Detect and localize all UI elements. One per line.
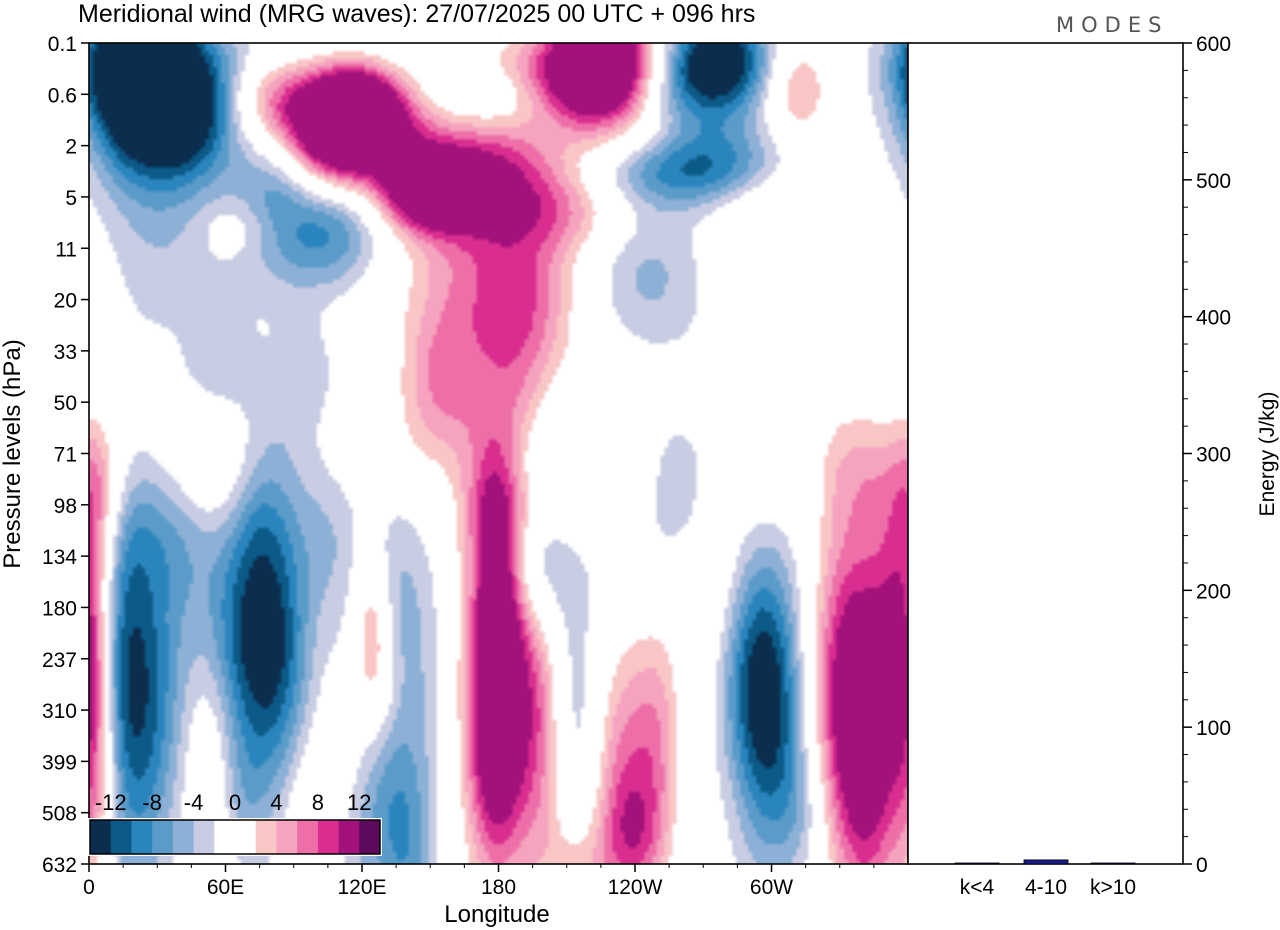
colorbar-swatch (255, 820, 277, 854)
pressure-tick-label: 33 (54, 341, 77, 364)
pressure-tick-label: 0.6 (48, 84, 77, 107)
colorbar-label: 0 (229, 790, 241, 815)
pressure-tick-label: 310 (42, 700, 77, 723)
pressure-tick-label: 399 (42, 751, 77, 774)
colorbar-label: 12 (347, 790, 371, 815)
pressure-tick-label: 98 (54, 495, 77, 518)
pressure-tick-label: 0.1 (48, 33, 77, 56)
colorbar: -12 -8 -4 0 4 8 12 (88, 790, 382, 856)
longitude-tick-label: 0 (83, 876, 95, 899)
colorbar-swatch (214, 820, 236, 854)
pressure-axis: 0.1 0.6 2 5 11 20 33 50 71 98 134 180 237 310 399 508 63… (42, 33, 89, 877)
colorbar-label: 8 (312, 790, 324, 815)
colorbar-label: 4 (270, 790, 282, 815)
colorbar-swatch (235, 820, 257, 854)
pressure-tick-label: 632 (42, 854, 77, 877)
longitude-tick-label: 60W (750, 876, 793, 899)
energy-category-label: k>10 (1090, 876, 1136, 899)
energy-tick-label: 200 (1196, 580, 1231, 603)
colorbar-label: -12 (95, 790, 127, 815)
energy-tick-label: 100 (1196, 717, 1231, 740)
pressure-tick-label: 237 (42, 649, 77, 672)
colorbar-swatch (110, 820, 132, 854)
pressure-tick-label: 71 (54, 444, 77, 467)
colorbar-swatch (193, 820, 215, 854)
colorbar-swatch (276, 820, 298, 854)
pressure-tick-label: 180 (42, 597, 77, 620)
pressure-tick-label: 20 (54, 290, 77, 313)
energy-tick-label: 0 (1196, 854, 1208, 877)
chart-title: Meridional wind (MRG waves): 27/07/2025 … (78, 0, 755, 28)
modes-logo: MODES (1056, 13, 1168, 37)
energy-tick-label: 400 (1196, 307, 1231, 330)
colorbar-swatch (338, 820, 360, 854)
longitude-tick-label: 60E (207, 876, 244, 899)
longitude-axis: 0 60E 120E 180 120W 60W (83, 864, 875, 899)
pressure-tick-label: 11 (55, 238, 77, 261)
energy-tick-label: 300 (1196, 444, 1231, 467)
pressure-axis-label: Pressure levels (hPa) (0, 339, 26, 568)
colorbar-frame (89, 819, 381, 855)
energy-axis-label: Energy (J/kg) (1256, 392, 1279, 517)
energy-bar (1090, 862, 1136, 865)
colorbar-swatch (297, 820, 319, 854)
longitude-tick-label: 120W (608, 876, 663, 899)
colorbar-swatch (90, 820, 112, 854)
colorbar-swatch (152, 820, 174, 854)
energy-tick-label: 600 (1196, 33, 1231, 56)
energy-bar (1023, 859, 1069, 865)
energy-bar (954, 862, 1000, 865)
pressure-tick-label: 5 (65, 187, 77, 210)
contour-map (89, 43, 908, 864)
energy-category-label: k<4 (960, 876, 995, 899)
wind-field (89, 43, 908, 864)
pressure-tick-label: 508 (42, 803, 77, 826)
colorbar-swatch (131, 820, 153, 854)
energy-panel-frame (907, 42, 1184, 865)
energy-category-label: 4-10 (1025, 876, 1067, 899)
pressure-tick-label: 50 (54, 392, 77, 415)
longitude-axis-label: Longitude (444, 901, 549, 928)
colorbar-label: -8 (142, 790, 162, 815)
pressure-tick-label: 2 (65, 136, 77, 159)
energy-bar-chart: 0 100 200 300 400 500 600 k<4 4-10 k>10 (954, 33, 1231, 899)
colorbar-swatch (317, 820, 340, 854)
energy-tick-label: 500 (1196, 170, 1231, 193)
colorbar-swatch (172, 820, 195, 854)
longitude-tick-label: 180 (481, 876, 516, 899)
longitude-tick-label: 120E (337, 876, 386, 899)
colorbar-swatch (359, 820, 381, 854)
pressure-tick-label: 134 (42, 546, 77, 569)
colorbar-label: -4 (184, 790, 204, 815)
